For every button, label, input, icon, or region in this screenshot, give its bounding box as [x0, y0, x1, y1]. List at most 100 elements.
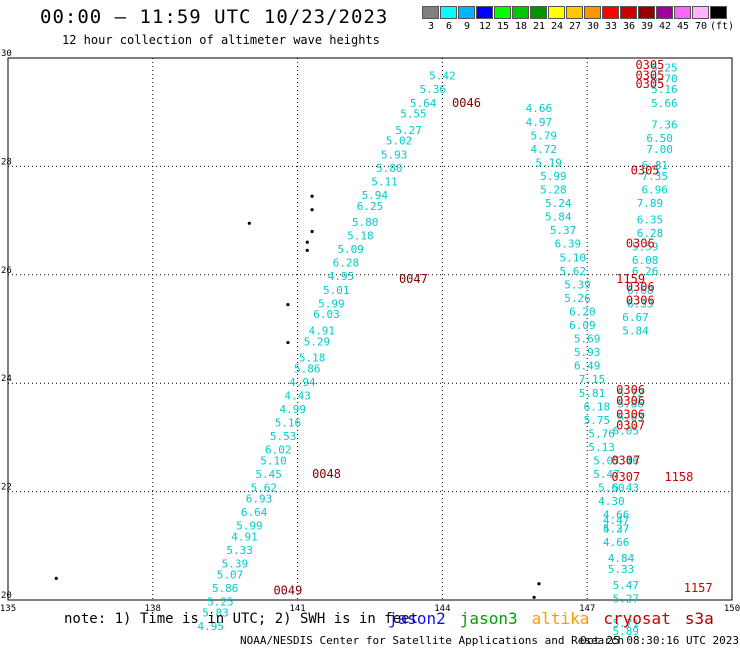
color-scale-swatch — [656, 6, 673, 19]
pass-time-label: 0306 — [616, 394, 645, 408]
swh-value-label: 5.94 — [362, 189, 389, 202]
swh-value-label: 4.91 — [308, 324, 335, 337]
pass-time-label: 0306 — [616, 407, 645, 421]
swh-value-label: 4.95 — [328, 270, 355, 283]
swh-value-label: 6.64 — [241, 506, 268, 519]
island-marker — [305, 248, 309, 253]
footer-note: note: 1) Time is in UTC; 2) SWH is in fe… — [64, 611, 419, 627]
swh-value-label: 6.50 — [646, 132, 673, 145]
pass-time-label: 1158 — [664, 470, 693, 484]
swh-value-label: 6.67 — [622, 311, 649, 324]
swh-value-label: 5.42 — [429, 70, 456, 83]
swh-value-label: 5.81 — [579, 387, 606, 400]
x-tick-label: 150 — [724, 604, 740, 614]
swh-value-label: 5.62 — [251, 482, 278, 495]
color-scale-swatch — [620, 6, 637, 19]
swh-value-label: 7.36 — [651, 118, 678, 131]
island-marker — [54, 576, 58, 580]
swh-value-label: 5.59 — [632, 240, 659, 253]
swh-value-label: 5.27 — [613, 593, 640, 606]
swh-value-label: 6.09 — [569, 319, 596, 332]
swh-value-label: 7.15 — [579, 373, 606, 386]
swh-value-label: 5.66 — [651, 97, 678, 110]
swh-value-label: 4.66 — [603, 536, 630, 549]
pass-time-label: 0046 — [452, 96, 481, 110]
swh-values: 5.425.365.645.555.275.025.935.805.115.94… — [197, 62, 677, 639]
color-scale-bar — [422, 6, 728, 19]
swh-value-label: 4.94 — [289, 376, 316, 389]
island-marker — [286, 303, 290, 307]
island-marker — [532, 595, 536, 599]
swh-value-label: 5.27 — [603, 522, 630, 535]
swh-value-label: 5.99 — [540, 170, 567, 183]
swh-value-label: 5.27 — [395, 124, 422, 137]
swh-value-label: 5.10 — [559, 251, 586, 264]
y-tick-label: 20 — [1, 591, 12, 601]
swh-value-label: 6.03 — [313, 308, 340, 321]
color-scale-swatch — [494, 6, 511, 19]
swh-value-label: 5.25 — [207, 595, 234, 608]
island-markers — [54, 194, 541, 599]
pass-time-label: 0049 — [273, 584, 302, 598]
swh-value-label: 5.26 — [564, 292, 591, 305]
swh-value-label: 5.89 — [613, 625, 640, 638]
color-scale-tick-label: 33 — [604, 21, 618, 32]
swh-value-label: 4.84 — [608, 552, 635, 565]
swh-value-label: 6.18 — [584, 400, 611, 413]
island-marker — [305, 240, 309, 244]
color-scale-swatch — [440, 6, 457, 19]
legend-entry: cryosat — [603, 609, 671, 628]
pass-time-label: 0307 — [616, 418, 645, 432]
swh-value-label: 6.49 — [574, 360, 601, 373]
pass-time-labels: 0305030503050046030503061159030603060047… — [273, 58, 712, 598]
island-marker — [310, 229, 314, 234]
pass-time-label: 0305 — [631, 164, 660, 178]
swh-value-label: 5.39 — [222, 557, 249, 570]
color-scale-ticks: 3 6 9 12 15 18 21 24 27 30 33 36 39 42 45 70 (ft) — [422, 21, 734, 32]
swh-value-label: 5.43 — [613, 482, 640, 495]
island-marker — [247, 221, 251, 225]
page-subtitle: 12 hour collection of altimeter wave hei… — [62, 33, 380, 47]
swh-value-label: 5.99 — [318, 297, 345, 310]
legend-entry: altika — [531, 609, 590, 628]
swh-value-label: 6.28 — [637, 227, 664, 240]
satellite-legend: jason2 jason3 altika cryosat s3a — [388, 609, 714, 628]
swh-value-label: 5.46 — [613, 455, 640, 468]
swh-value-label: 5.80 — [352, 216, 379, 229]
swh-value-label: 5.93 — [574, 346, 601, 359]
swh-value-label: 6.33 — [627, 297, 654, 310]
swh-value-label: 5.02 — [386, 135, 413, 148]
swh-value-label: 5.80 — [376, 162, 403, 175]
swh-value-label: 5.24 — [545, 197, 572, 210]
swh-value-label: 5.11 — [371, 175, 398, 188]
color-scale-tick-label: 30 — [586, 21, 600, 32]
swh-value-label: 6.35 — [637, 213, 664, 226]
swh-value-label: 5.10 — [260, 455, 287, 468]
swh-value-label: 5.39 — [564, 278, 591, 291]
swh-value-label: 5.71 — [613, 617, 640, 630]
color-scale-swatch — [548, 6, 565, 19]
pass-time-label: 0305 — [635, 58, 664, 72]
swh-value-label: 7.89 — [637, 197, 664, 210]
swh-value-label: 5.55 — [400, 108, 427, 121]
swh-value-label: 5.69 — [574, 333, 601, 346]
color-scale-swatch — [476, 6, 493, 19]
swh-value-label: 6.05 — [613, 425, 640, 438]
y-tick-label: 28 — [1, 157, 12, 167]
x-tick-label: 144 — [434, 604, 450, 614]
swh-value-label: 5.60 — [598, 482, 625, 495]
plot-grid — [8, 58, 732, 600]
swh-value-label: 6.28 — [333, 257, 360, 270]
color-scale-swatch — [692, 6, 709, 19]
legend-entry: jason2 — [388, 609, 446, 628]
swh-value-label: 5.47 — [593, 468, 620, 481]
swh-value-label: 5.93 — [381, 148, 408, 161]
swh-value-label: 4.66 — [603, 509, 630, 522]
swh-value-label: 4.99 — [280, 403, 307, 416]
color-scale-tick-label: 42 — [658, 21, 672, 32]
legend-entry: jason3 — [459, 609, 518, 628]
pass-time-label: 0047 — [399, 272, 428, 286]
swh-value-label: 5.79 — [531, 129, 558, 142]
swh-value-label: 4.30 — [598, 495, 625, 508]
swh-value-label: 6.68 — [627, 284, 654, 297]
